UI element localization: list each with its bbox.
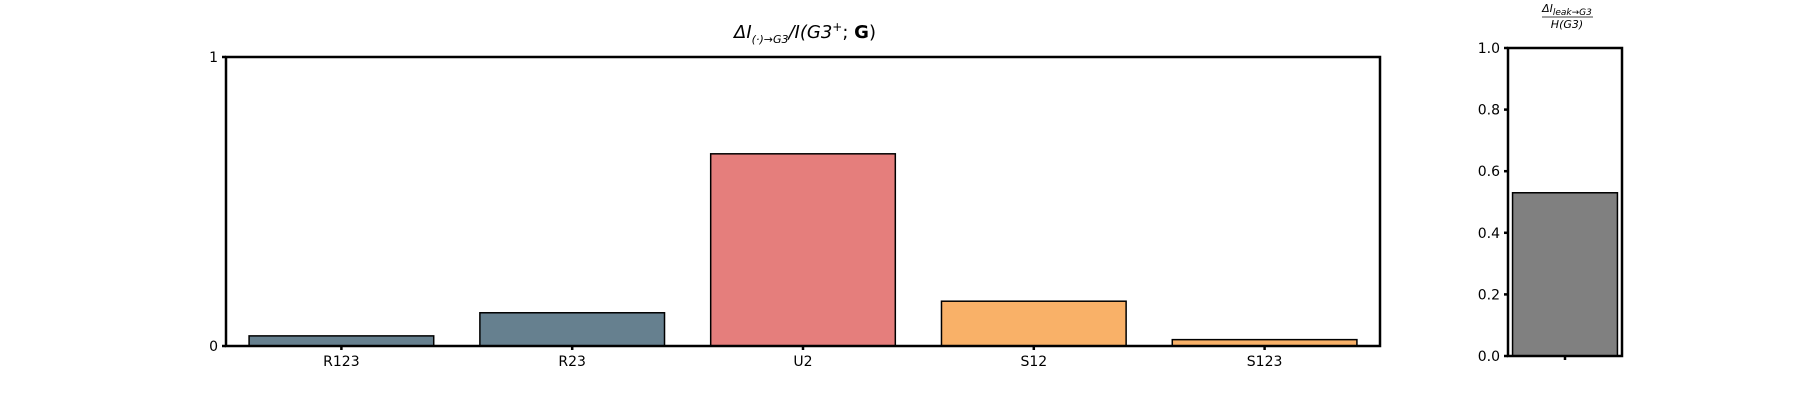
x-tick-label: S123 (1247, 354, 1283, 370)
y-tick-label: 0.0 (1478, 349, 1500, 365)
bar-u2 (709, 153, 897, 347)
y-tick-label: 0.8 (1478, 103, 1500, 119)
bar-r123 (248, 335, 435, 347)
y-tick-label: 0.4 (1478, 226, 1500, 242)
leak-chart-title: ΔIleak→G3 H(G3) (1541, 2, 1593, 31)
plot-frame (224, 55, 1382, 348)
leak-chart: 0.0 0.2 0.4 0.6 0.8 1.0 (1478, 41, 1624, 365)
main-chart: R123 R23 U2 S12 S123 0 1 (209, 50, 1382, 370)
x-tick-label: R123 (323, 354, 359, 370)
y-tick-label: 1 (209, 50, 218, 66)
x-tick-label: R23 (558, 354, 586, 370)
bar-r23 (479, 312, 666, 347)
svg-text:H(G3): H(G3) (1551, 18, 1583, 31)
y-tick-label: 1.0 (1478, 41, 1500, 57)
bar-total (1511, 192, 1619, 357)
plot-frame (1506, 46, 1624, 358)
svg-text:ΔIleak→G3: ΔIleak→G3 (1541, 2, 1592, 18)
y-tick-label: 0 (209, 339, 218, 355)
y-tick-label: 0.6 (1478, 164, 1500, 180)
bar-s12 (940, 300, 1127, 347)
y-tick-label: 0.2 (1478, 287, 1500, 303)
main-chart-title: ΔI(·)→G3/I(G3+; G) (732, 20, 876, 46)
x-tick-label: S12 (1020, 354, 1047, 370)
x-tick-label: U2 (793, 354, 812, 370)
